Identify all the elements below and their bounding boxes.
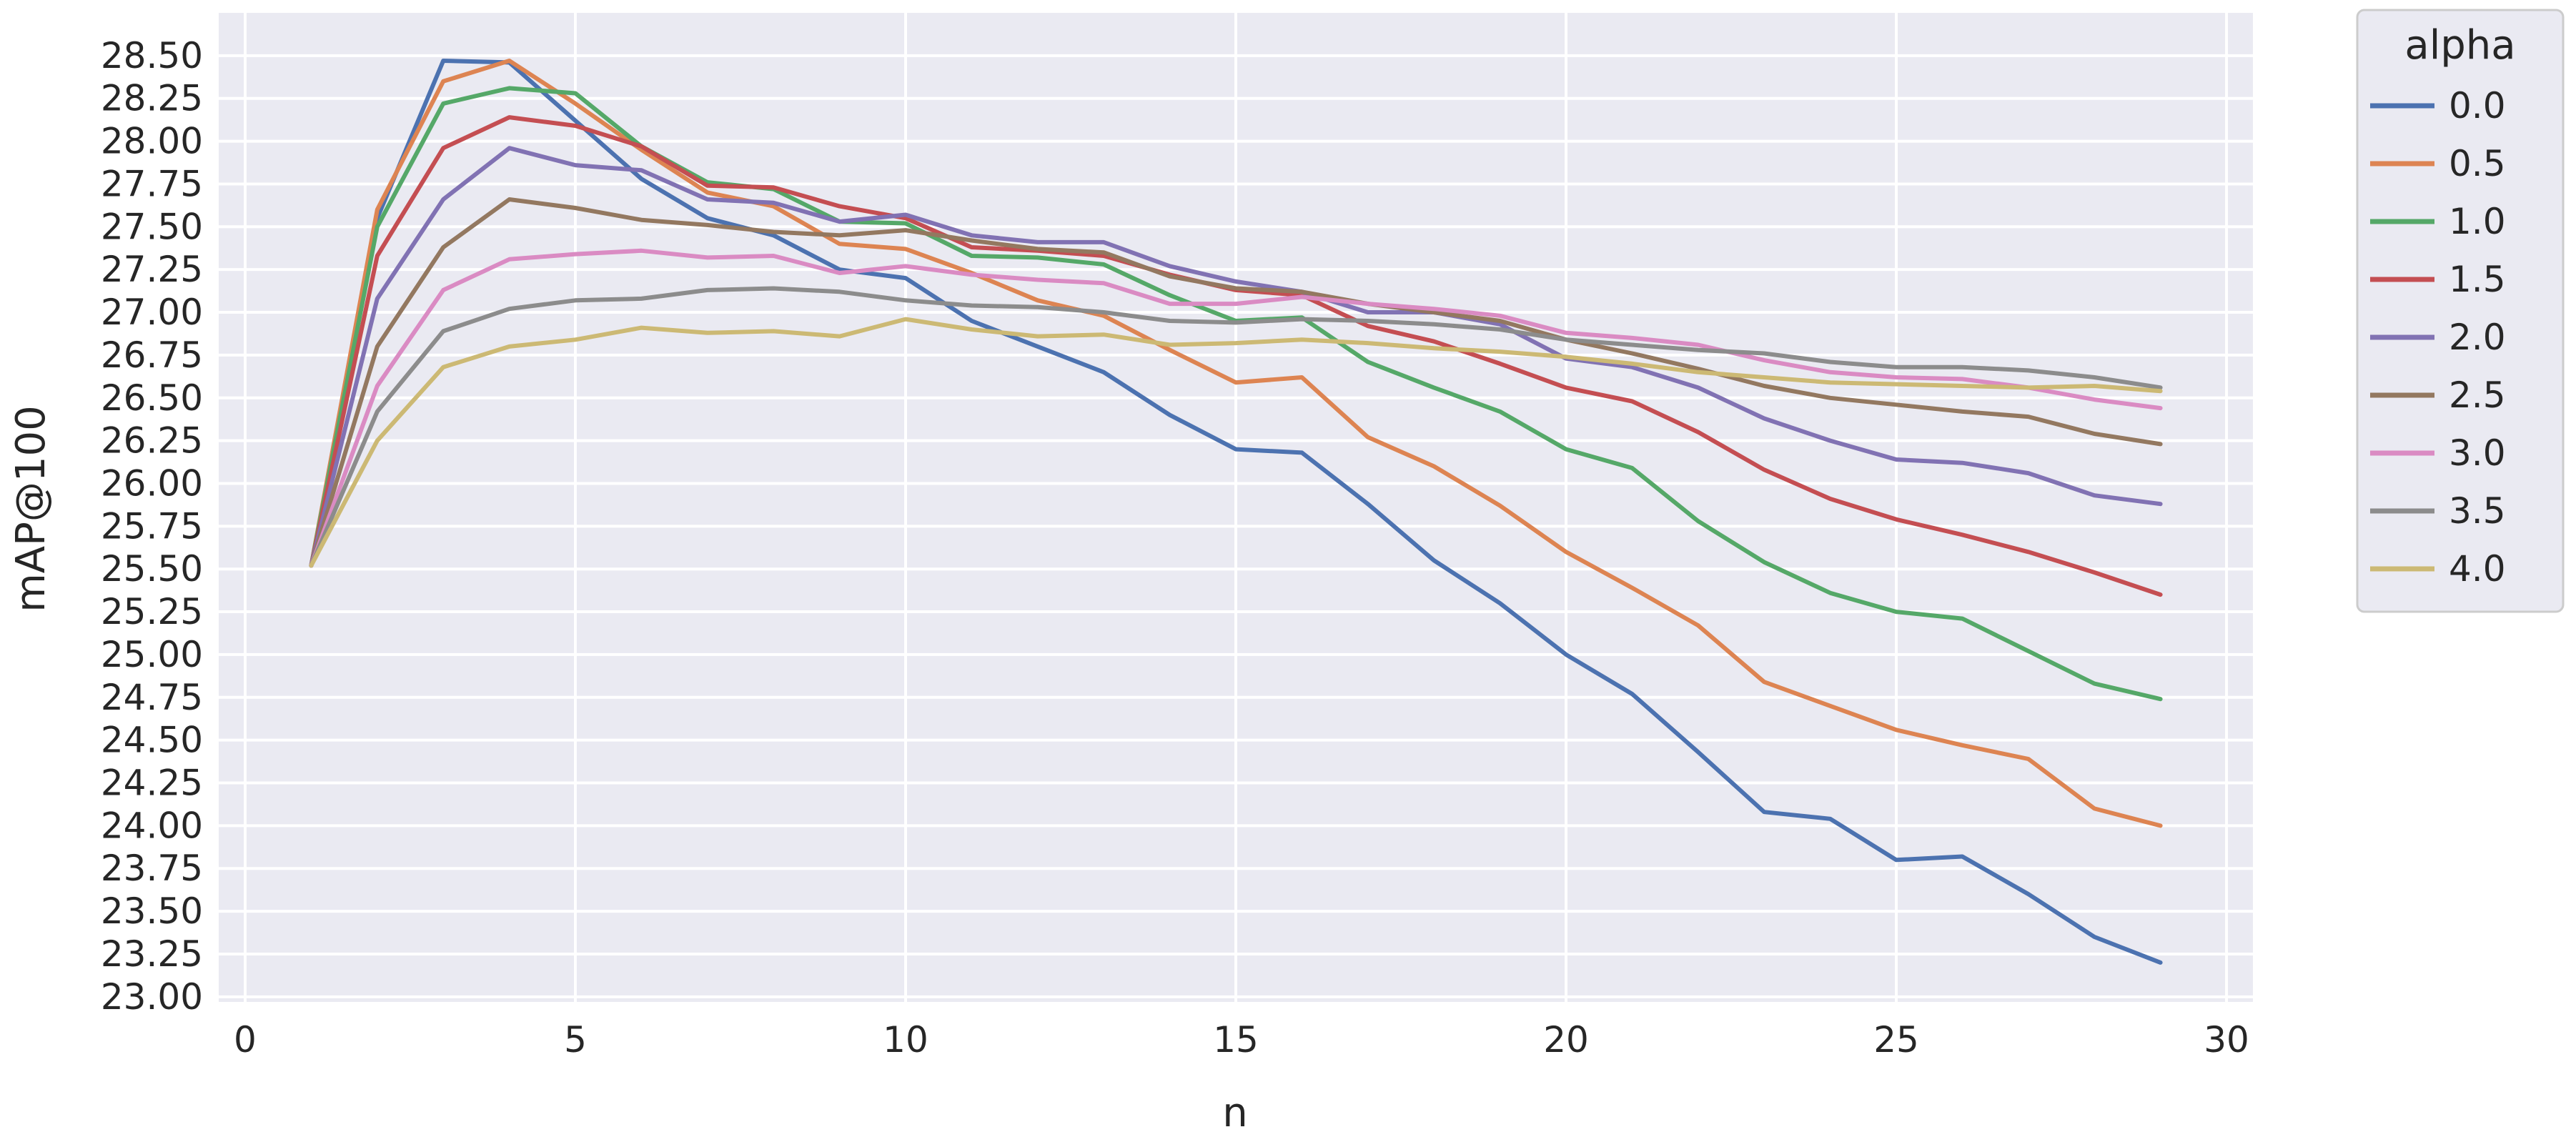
legend-label: 3.5 <box>2449 490 2506 532</box>
y-tick-label: 26.50 <box>101 377 203 419</box>
legend-label: 1.0 <box>2449 201 2506 242</box>
y-tick-label: 25.00 <box>101 634 203 675</box>
y-tick-label: 27.50 <box>101 206 203 247</box>
x-tick-label: 30 <box>2204 1019 2249 1061</box>
y-axis-label: mAP@100 <box>8 405 54 612</box>
y-gridlines <box>219 54 2253 998</box>
legend-label: 2.5 <box>2449 374 2506 416</box>
y-tick-label: 23.50 <box>101 890 203 932</box>
series-line-alpha-0.5 <box>309 59 2163 828</box>
legend-label: 1.5 <box>2449 259 2506 300</box>
legend-items: 0.0 0.5 1.0 1.5 2.0 2.5 3.0 3.5 4.0 <box>2370 85 2506 590</box>
x-tick-label: 25 <box>1873 1019 1919 1061</box>
legend-title: alpha <box>2404 22 2515 69</box>
y-tick-label: 25.50 <box>101 548 203 590</box>
y-tick-label: 25.25 <box>101 591 203 632</box>
series-lines <box>309 59 2163 965</box>
x-gridlines <box>243 13 2229 1002</box>
series-line-alpha-2.0 <box>309 146 2163 568</box>
y-tick-label: 28.25 <box>101 78 203 119</box>
legend-box <box>2356 9 2565 613</box>
series-line-alpha-2.5 <box>309 197 2163 568</box>
legend: alpha 0.0 0.5 1.0 1.5 2.0 2.5 3.0 3.5 4.0 <box>2356 9 2565 613</box>
y-tick-label: 27.25 <box>101 249 203 290</box>
x-tick-label: 5 <box>564 1019 587 1061</box>
x-tick-label: 0 <box>234 1019 257 1061</box>
legend-label: 2.0 <box>2449 317 2506 358</box>
series-line-alpha-3.0 <box>309 248 2163 568</box>
y-tick-label: 27.00 <box>101 292 203 333</box>
y-tick-label: 25.75 <box>101 505 203 547</box>
legend-label: 0.0 <box>2449 85 2506 126</box>
y-tick-labels: 23.0023.2523.5023.7524.0024.2524.5024.75… <box>101 35 203 1018</box>
y-tick-label: 26.25 <box>101 420 203 462</box>
y-tick-label: 23.00 <box>101 976 203 1018</box>
y-tick-label: 27.75 <box>101 163 203 204</box>
y-tick-label: 26.00 <box>101 462 203 504</box>
y-tick-label: 23.75 <box>101 848 203 889</box>
series-line-alpha-4.0 <box>309 317 2163 568</box>
y-tick-label: 24.25 <box>101 763 203 804</box>
x-tick-labels: 0 5 10 15 20 25 30 <box>234 1019 2249 1061</box>
y-tick-label: 28.00 <box>101 121 203 162</box>
y-tick-label: 24.00 <box>101 805 203 846</box>
legend-label: 0.5 <box>2449 143 2506 184</box>
x-axis-label: n <box>1222 1090 1248 1136</box>
y-tick-label: 23.25 <box>101 933 203 975</box>
x-tick-label: 15 <box>1213 1019 1259 1061</box>
series-line-alpha-3.5 <box>309 286 2163 568</box>
legend-label: 3.0 <box>2449 432 2506 474</box>
x-tick-label: 10 <box>883 1019 928 1061</box>
y-tick-label: 24.50 <box>101 720 203 761</box>
legend-label: 4.0 <box>2449 548 2506 590</box>
y-tick-label: 26.75 <box>101 334 203 376</box>
y-tick-label: 28.50 <box>101 35 203 76</box>
y-tick-label: 24.75 <box>101 677 203 718</box>
series-line-alpha-0.0 <box>309 59 2163 965</box>
x-tick-label: 20 <box>1543 1019 1589 1061</box>
